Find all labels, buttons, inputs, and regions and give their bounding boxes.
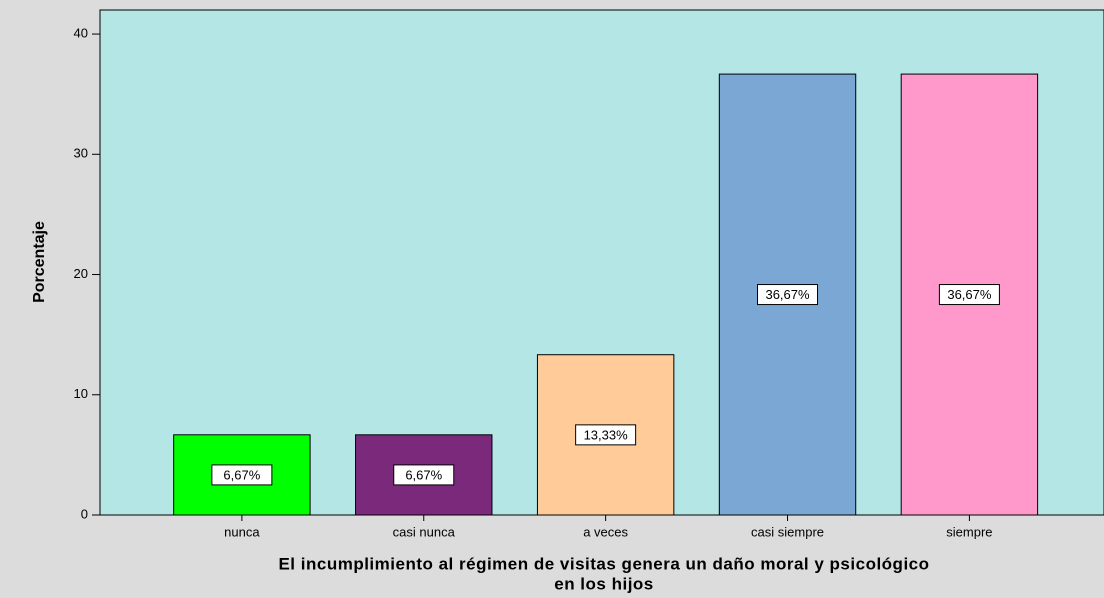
value-label-box	[393, 464, 455, 486]
value-label-box	[938, 284, 1000, 306]
y-tick-label: 10	[74, 386, 88, 401]
y-tick-label: 20	[74, 266, 88, 281]
x-tick-label: siempre	[946, 524, 992, 539]
value-label-box	[211, 464, 273, 486]
x-tick-label: nunca	[224, 524, 260, 539]
value-label: 36,67%	[765, 287, 810, 302]
x-tick-label: a veces	[583, 524, 628, 539]
x-axis-title: El incumplimiento al régimen de visitas …	[278, 554, 929, 573]
y-tick-label: 0	[81, 506, 88, 521]
value-label: 6,67%	[405, 467, 442, 482]
value-label-box	[757, 284, 819, 306]
x-tick-label: casi nunca	[393, 524, 456, 539]
x-tick-label: casi siempre	[751, 524, 824, 539]
x-axis-title: en los hijos	[554, 574, 654, 593]
value-label: 6,67%	[223, 467, 260, 482]
value-label: 36,67%	[947, 287, 992, 302]
y-tick-label: 40	[74, 25, 88, 40]
y-axis-title: Porcentaje	[31, 221, 48, 303]
value-label-box	[575, 424, 637, 446]
value-label: 13,33%	[584, 427, 629, 442]
y-tick-label: 30	[74, 146, 88, 161]
